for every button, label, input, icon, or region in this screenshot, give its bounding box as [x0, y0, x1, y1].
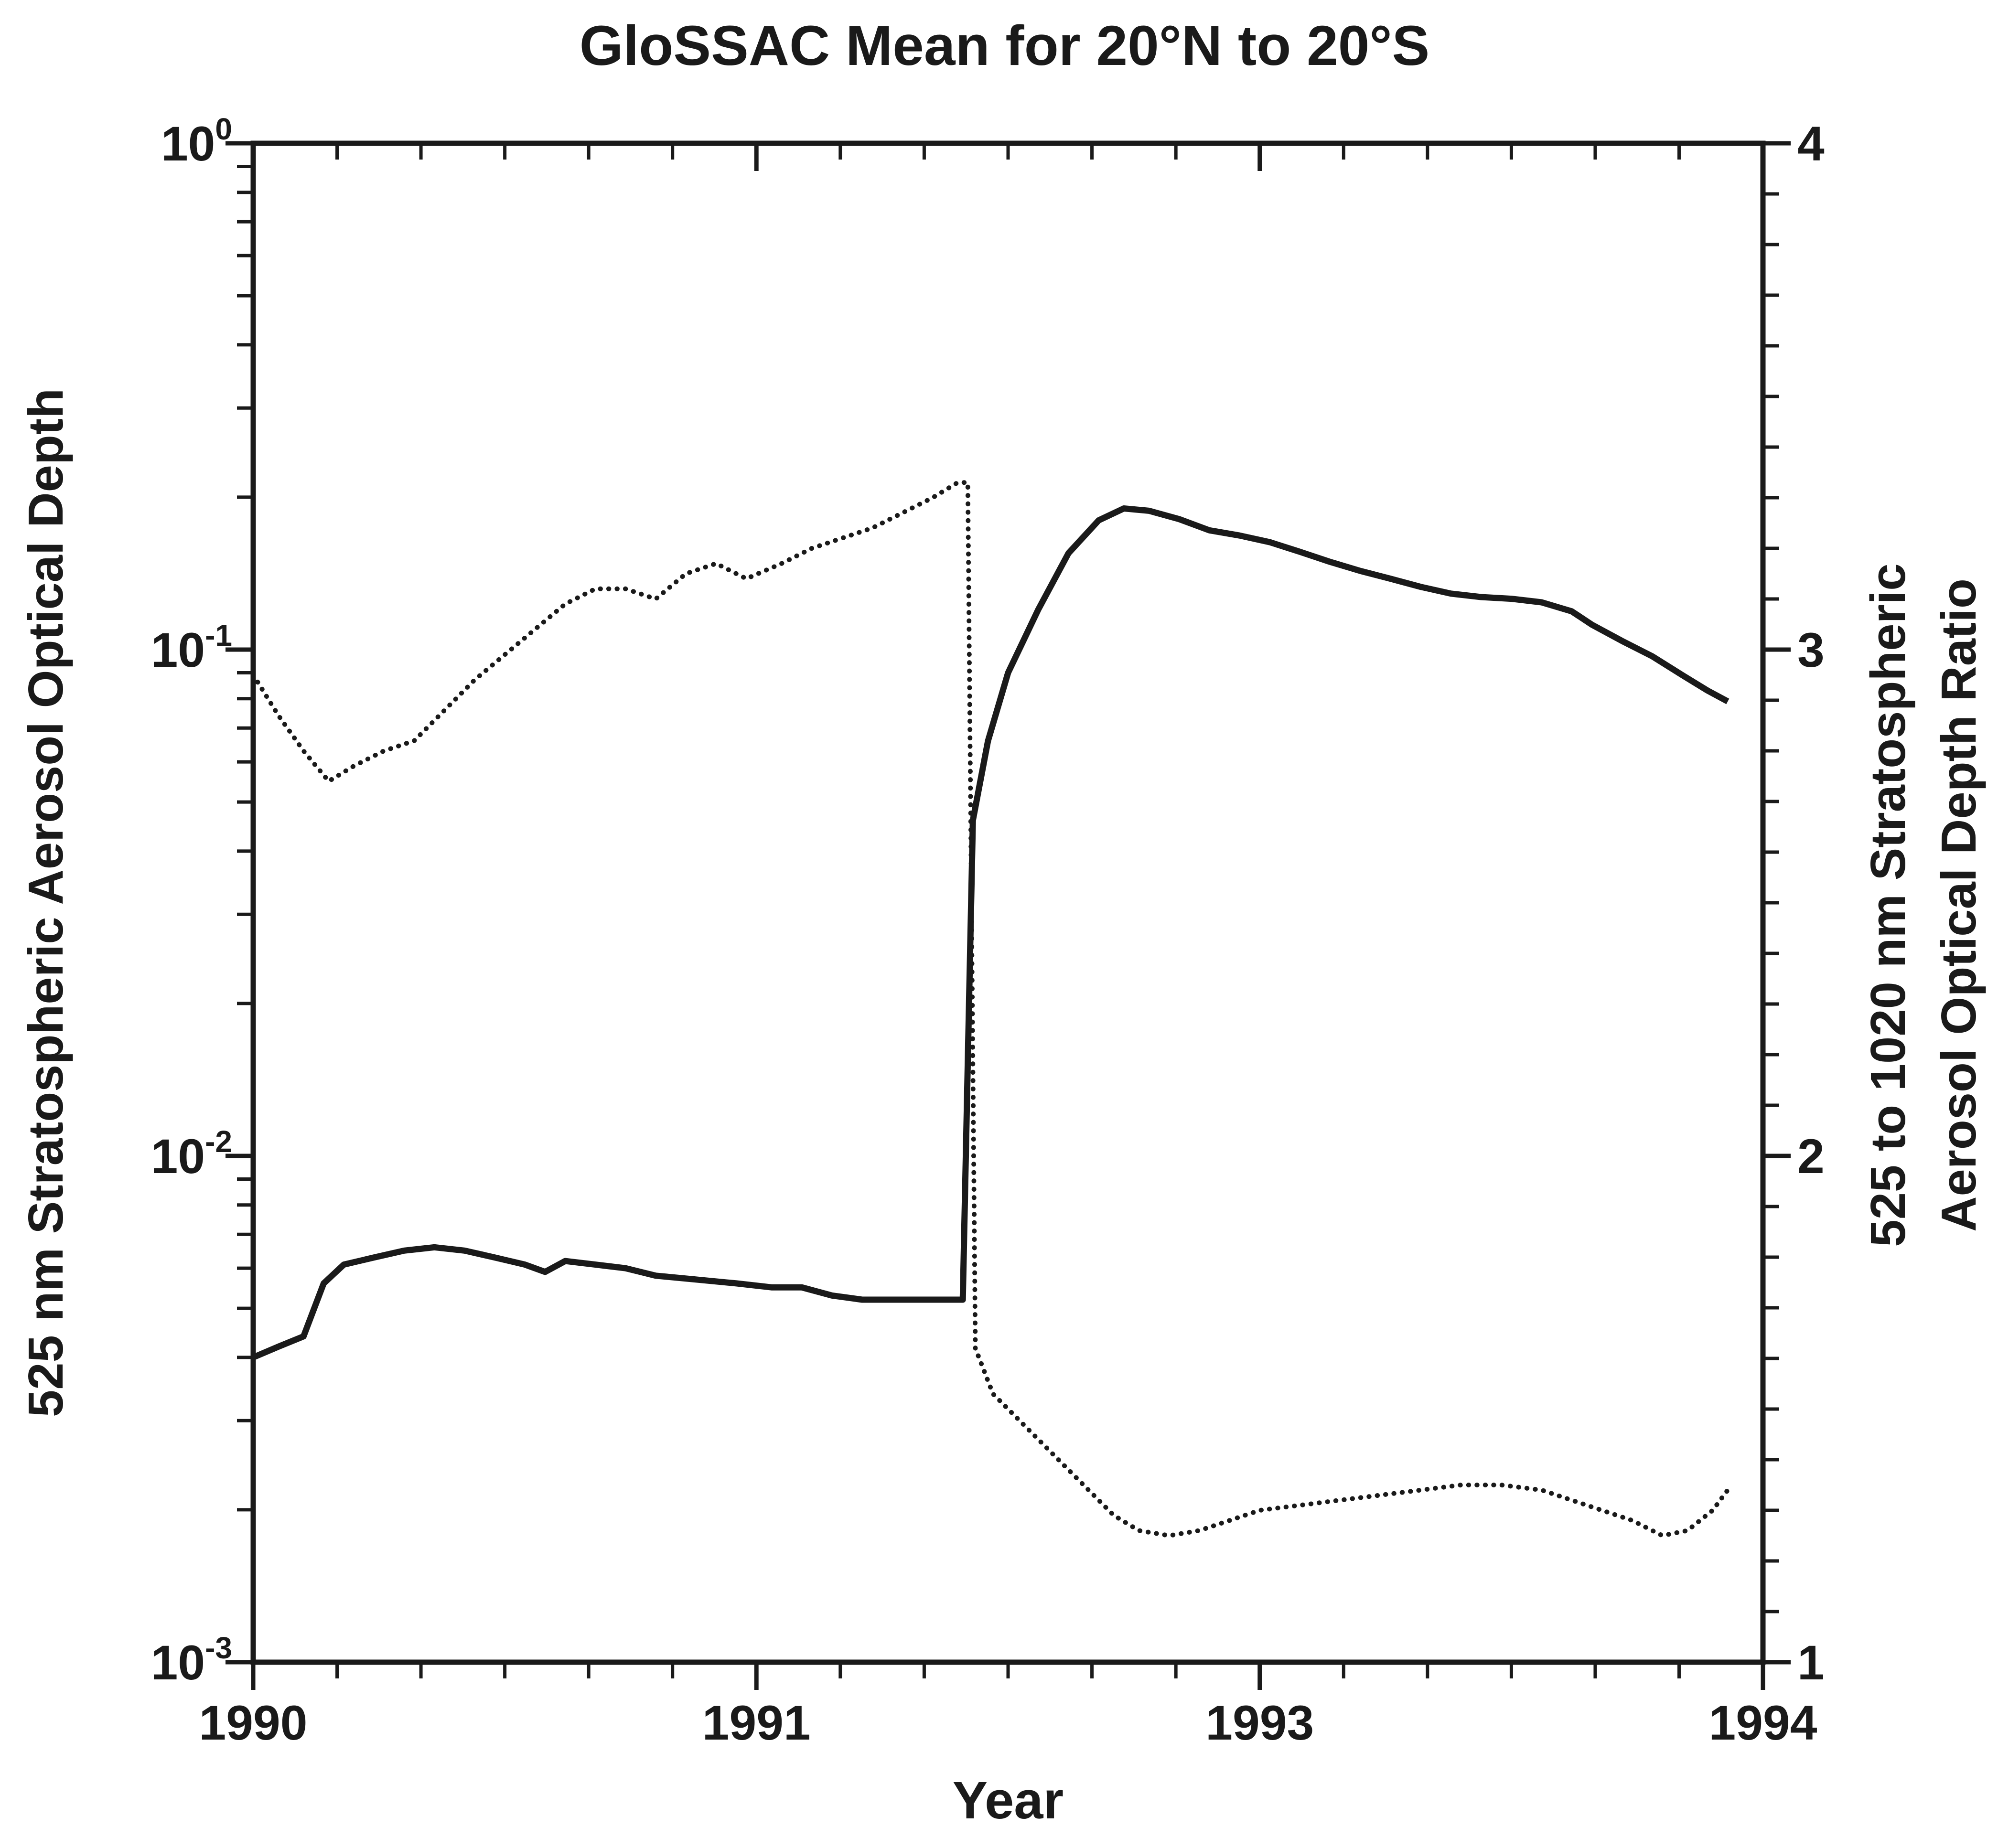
svg-text:3: 3	[1797, 623, 1825, 677]
svg-text:1991: 1991	[702, 1696, 811, 1750]
svg-text:1993: 1993	[1205, 1696, 1314, 1750]
svg-text:1994: 1994	[1709, 1696, 1817, 1750]
svg-text:10-2: 10-2	[151, 1124, 232, 1184]
svg-text:10-3: 10-3	[151, 1631, 232, 1690]
svg-text:4: 4	[1797, 117, 1825, 171]
svg-text:1: 1	[1797, 1635, 1825, 1690]
svg-text:100: 100	[161, 112, 232, 171]
svg-text:2: 2	[1797, 1129, 1825, 1184]
svg-text:1990: 1990	[199, 1696, 308, 1750]
x-axis-label: Year	[952, 1771, 1064, 1830]
chart-title: GloSSAC Mean for 20°N to 20°S	[579, 14, 1430, 77]
svg-text:10-1: 10-1	[151, 618, 232, 677]
